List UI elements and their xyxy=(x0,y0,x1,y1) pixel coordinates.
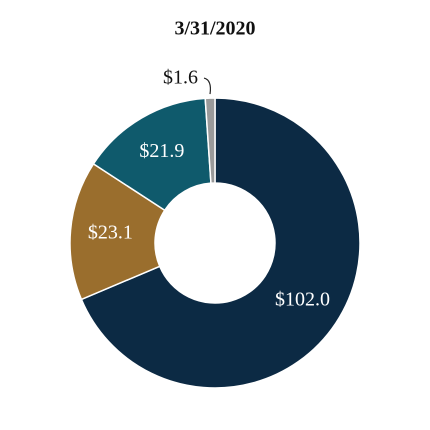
value-label: $102.0 xyxy=(275,289,330,311)
chart-title: 3/31/2020 xyxy=(174,18,255,40)
value-label: $1.6 xyxy=(163,67,198,89)
donut-slice xyxy=(204,97,216,184)
donut-slice xyxy=(69,162,166,301)
leader-line xyxy=(203,77,212,95)
value-label: $23.1 xyxy=(88,221,133,243)
value-label: $21.9 xyxy=(139,140,184,162)
donut-slice xyxy=(92,97,212,212)
donut-slice xyxy=(80,97,361,389)
